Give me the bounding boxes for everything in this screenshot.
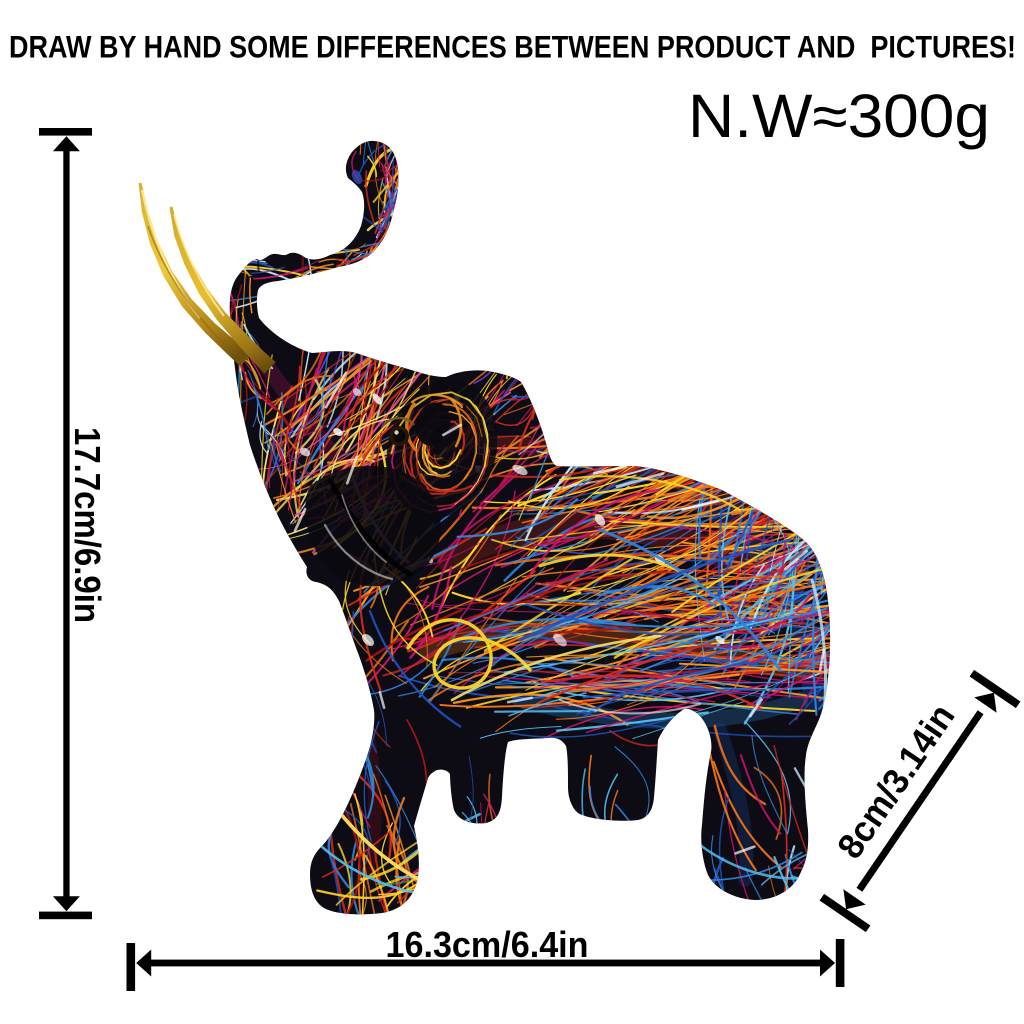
svg-text:N.W≈300g: N.W≈300g: [688, 82, 990, 150]
svg-text:17.7cm/6.9in: 17.7cm/6.9in: [67, 427, 108, 623]
svg-text:DRAW BY HAND SOME DIFFERENCES: DRAW BY HAND SOME DIFFERENCES BETWEEN PR…: [9, 29, 1016, 65]
svg-text:16.3cm/6.4in: 16.3cm/6.4in: [386, 924, 589, 965]
